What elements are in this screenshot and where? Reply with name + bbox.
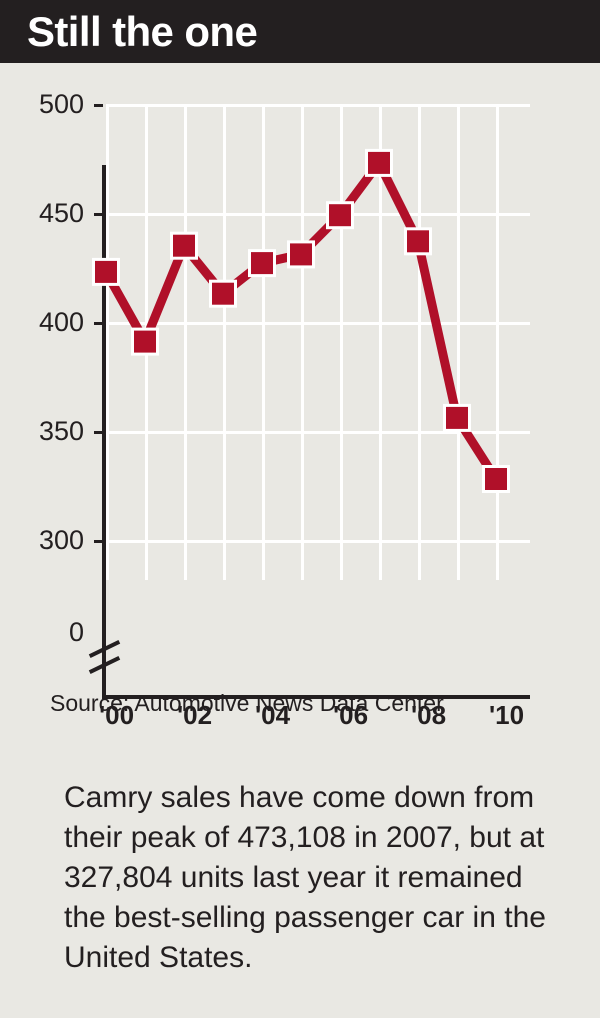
y-tick-300	[94, 540, 103, 543]
gridline-x-2003	[223, 104, 226, 580]
data-point-2005	[287, 240, 315, 269]
data-point-2004	[248, 249, 276, 278]
data-point-2003	[209, 279, 237, 308]
data-point-2010	[482, 465, 510, 493]
data-point-2000	[92, 257, 120, 286]
gridline-y-450	[106, 213, 530, 216]
y-axis-label-0: 0	[68, 617, 84, 647]
gridline-x-2000	[106, 104, 109, 580]
gridline-x-2008	[418, 104, 421, 580]
data-point-2007	[365, 148, 393, 177]
gridline-y-400	[106, 322, 530, 325]
page-title: Still the one	[27, 8, 258, 55]
y-axis-label-300: 300	[38, 525, 84, 555]
y-axis-labels: 500 450 400 350 300 0	[22, 63, 84, 683]
series-markers	[92, 148, 510, 493]
y-axis-label-450: 450	[38, 198, 84, 228]
y-axis-label-350: 350	[38, 416, 84, 446]
gridline-x-2004	[262, 104, 265, 580]
gridline-x-2005	[301, 104, 304, 580]
y-tick-350	[94, 431, 103, 434]
x-axis-label-2010: '10	[489, 700, 525, 730]
data-point-2009	[443, 403, 471, 432]
x-axis-label-2004: '04	[255, 700, 291, 730]
x-axis-line	[102, 695, 530, 699]
gridline-y-500	[106, 104, 530, 107]
series-line	[102, 154, 500, 482]
caption-text: Camry sales have come down from their pe…	[64, 781, 546, 974]
y-tick-450	[94, 213, 103, 216]
y-tick-400	[94, 322, 103, 325]
source-note: Source: Automotive News Data Center	[50, 690, 444, 716]
gridline-x-2006	[340, 104, 343, 580]
data-point-2006	[326, 201, 354, 230]
chart-container: 500 450 400 350 300 0 '00 '02 '04 '06 '0…	[0, 63, 600, 728]
gridline-x-2009	[457, 104, 460, 580]
y-axis-label-500: 500	[38, 89, 84, 119]
y-tick-500	[94, 104, 103, 107]
gridline-x-2010	[496, 104, 499, 580]
gridline-x-2002	[184, 104, 187, 580]
gridline-y-350	[106, 431, 530, 434]
gridline-y-300	[106, 540, 530, 543]
y-axis-label-400: 400	[38, 307, 84, 337]
data-series	[92, 148, 510, 493]
x-axis-label-2002: '02	[177, 700, 213, 730]
gridline-x-2007	[379, 104, 382, 580]
data-point-2008	[404, 227, 432, 256]
y-axis-line	[102, 165, 106, 699]
x-axis-label-2008: '08	[411, 700, 447, 730]
title-bar: Still the one	[0, 0, 600, 63]
data-point-2001	[131, 327, 159, 356]
x-axis-label-2000: '00	[99, 700, 135, 730]
data-point-2002	[170, 231, 198, 260]
x-axis-label-2006: '06	[333, 700, 369, 730]
